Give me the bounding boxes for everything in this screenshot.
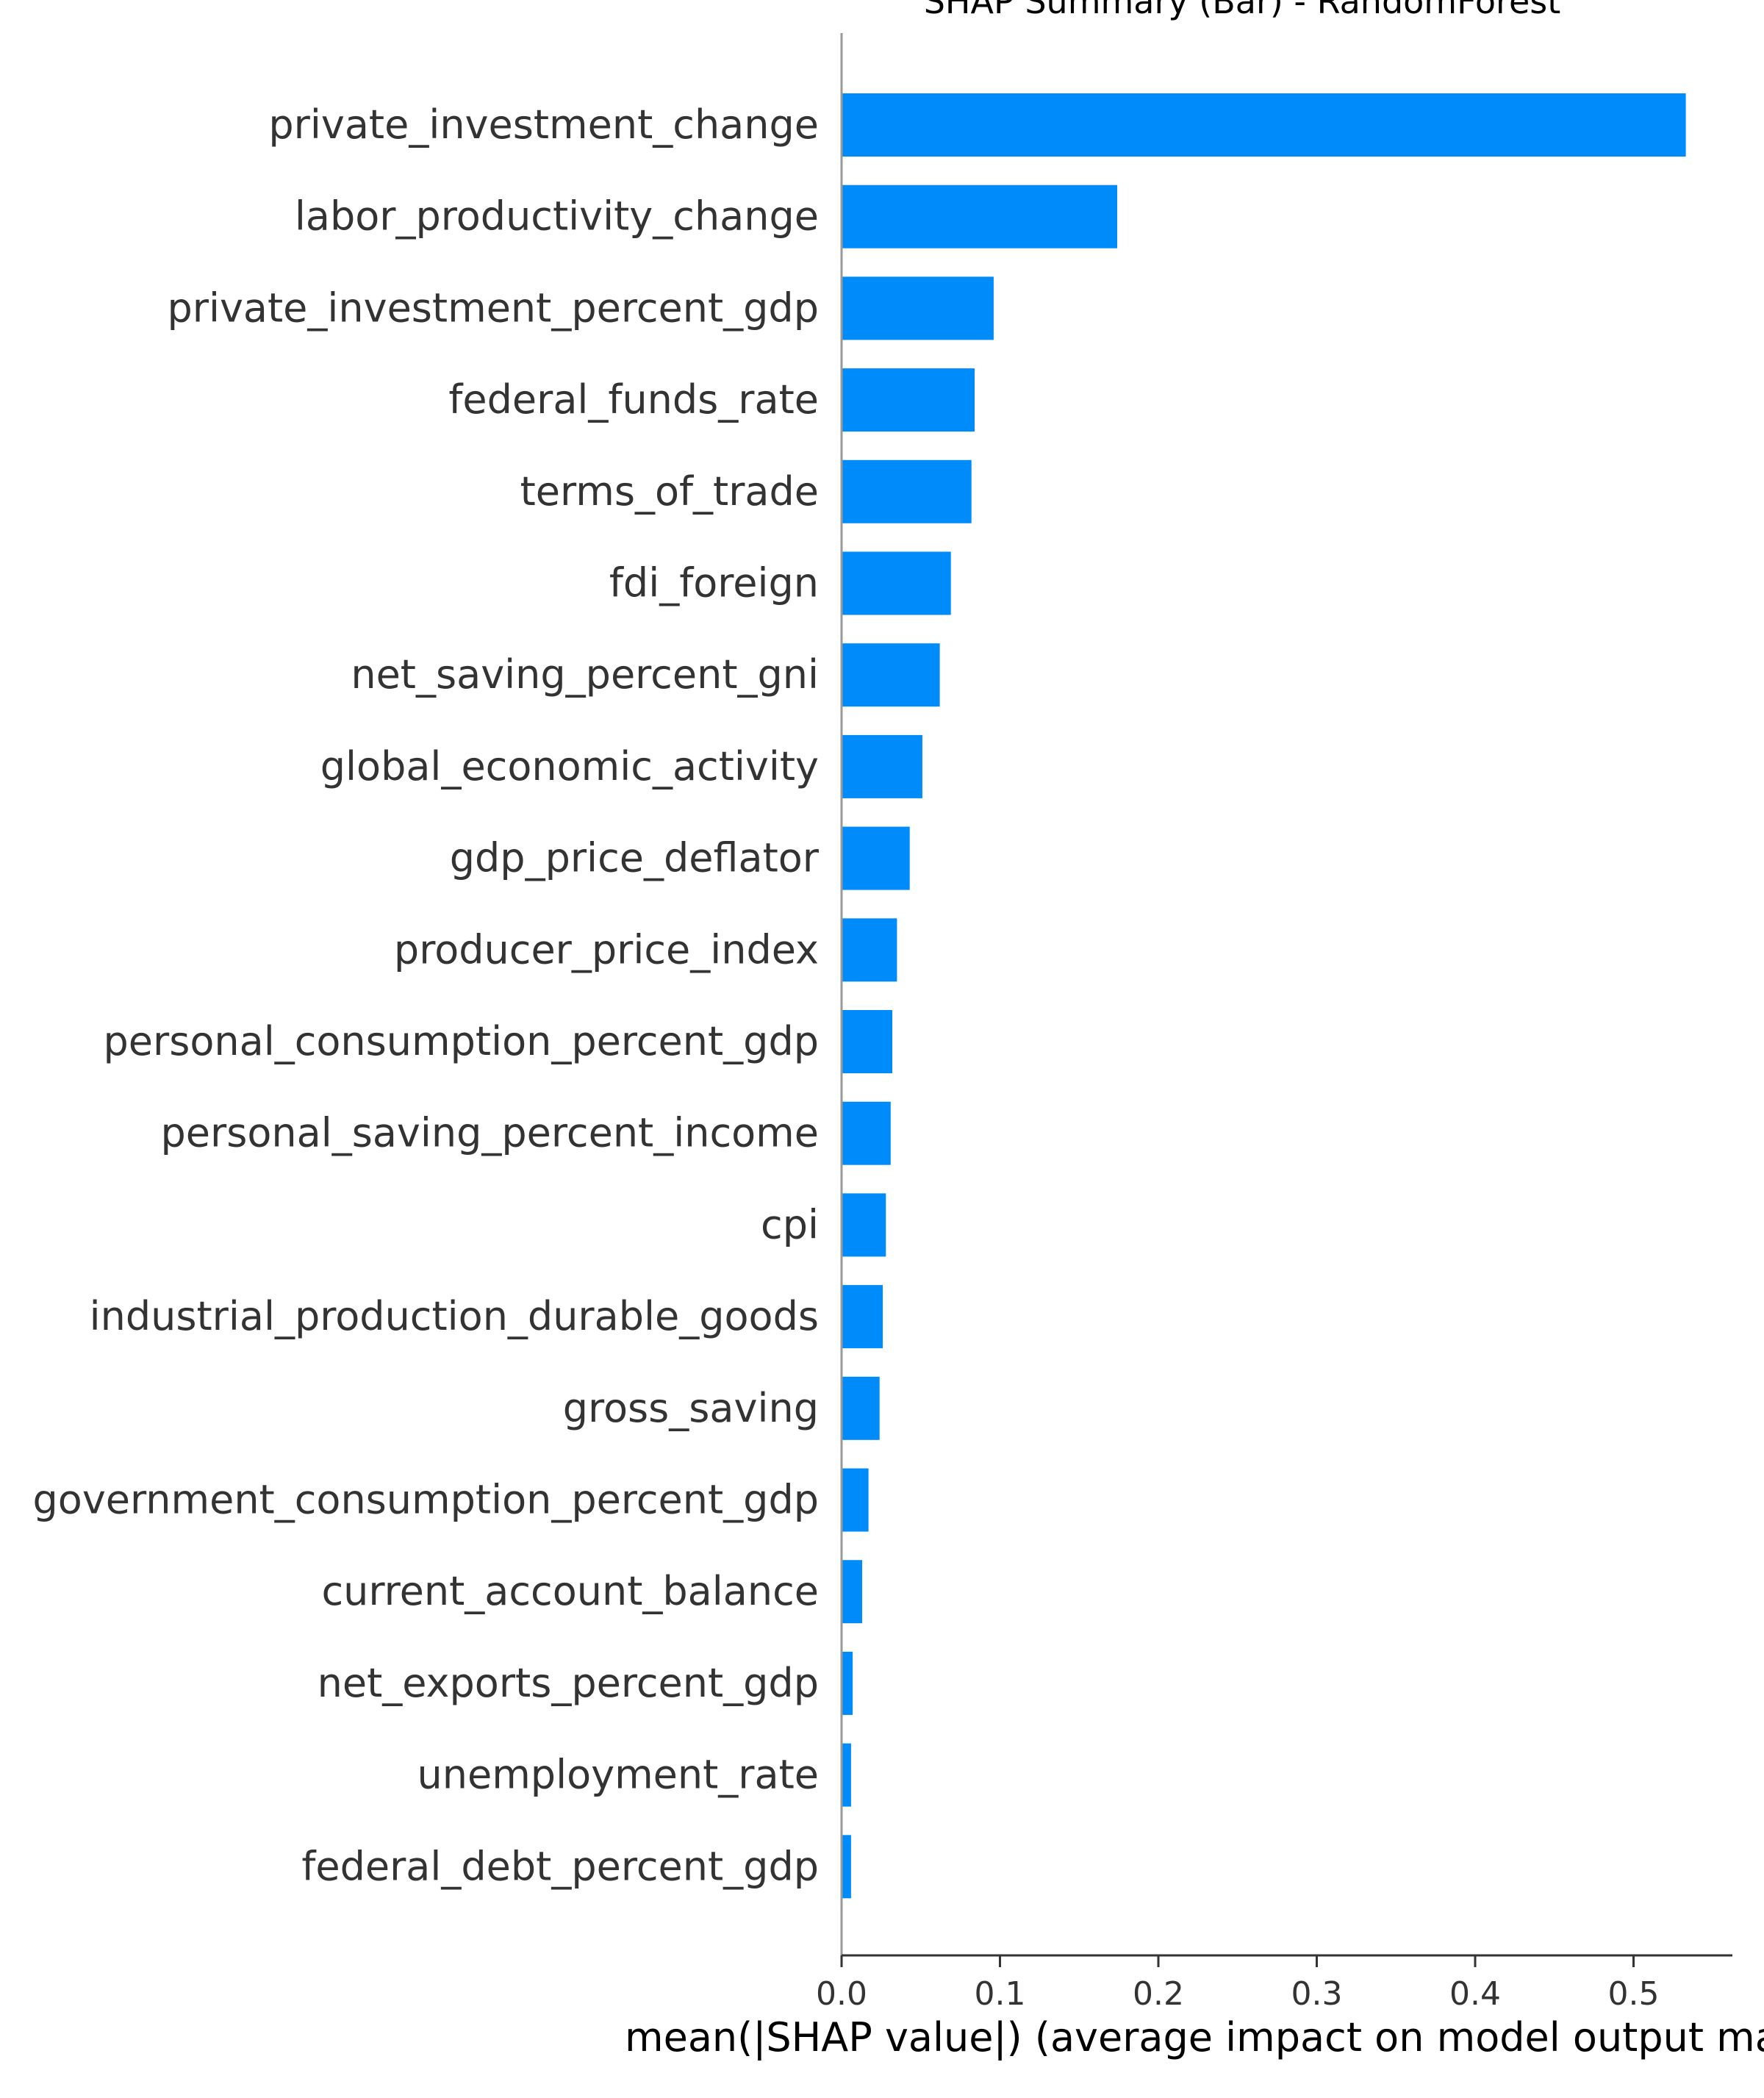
category-label: gross_saving — [563, 1385, 819, 1431]
x-tick-label: 0.3 — [1291, 1975, 1343, 2013]
bar-labor-productivity-change — [842, 185, 1117, 248]
bar-net-exports-percent-gdp — [842, 1651, 853, 1715]
category-labels-group: private_investment_change labor_productiv… — [33, 101, 820, 1889]
x-axis-label: mean(|SHAP value|) (average impact on mo… — [625, 2014, 1764, 2061]
x-tick-label: 0.5 — [1608, 1975, 1660, 2013]
category-label: federal_funds_rate — [448, 376, 819, 423]
bar-industrial-production-durable-goods — [842, 1285, 883, 1349]
bar-net-saving-percent-gni — [842, 643, 940, 707]
category-label: global_economic_activity — [320, 743, 819, 790]
category-label: private_investment_percent_gdp — [167, 284, 819, 331]
bar-federal-funds-rate — [842, 368, 975, 432]
category-label: current_account_balance — [321, 1568, 819, 1614]
category-label: private_investment_change — [268, 101, 819, 148]
bar-federal-debt-percent-gdp — [842, 1835, 851, 1899]
bar-private-investment-percent-gdp — [842, 276, 994, 340]
bar-gdp-price-deflator — [842, 826, 910, 890]
x-tick-label: 0.0 — [816, 1975, 867, 2013]
category-label: fdi_foreign — [609, 560, 819, 606]
category-label: terms_of_trade — [520, 468, 819, 515]
category-label: net_exports_percent_gdp — [318, 1660, 819, 1706]
bar-fdi-foreign — [842, 551, 951, 615]
x-tick-label: 0.4 — [1449, 1975, 1501, 2013]
bar-cpi — [842, 1193, 886, 1257]
category-label: personal_saving_percent_income — [161, 1110, 819, 1156]
bar-terms-of-trade — [842, 459, 972, 523]
category-label: producer_price_index — [394, 926, 819, 973]
bar-global-economic-activity — [842, 734, 922, 798]
category-label: labor_productivity_change — [295, 193, 819, 240]
category-label: government_consumption_percent_gdp — [33, 1477, 819, 1523]
bar-unemployment-rate — [842, 1743, 851, 1807]
chart-title: SHAP Summary (Bar) - RandomForest — [924, 0, 1561, 21]
category-label: federal_debt_percent_gdp — [301, 1843, 819, 1889]
x-tick-label: 0.1 — [975, 1975, 1026, 2013]
category-label: personal_consumption_percent_gdp — [104, 1018, 819, 1064]
bar-personal-consumption-percent-gdp — [842, 1010, 892, 1073]
bar-gross-saving — [842, 1376, 880, 1440]
category-label: cpi — [761, 1201, 819, 1247]
bar-producer-price-index — [842, 918, 897, 982]
category-label: unemployment_rate — [417, 1752, 819, 1798]
bar-government-consumption-percent-gdp — [842, 1468, 869, 1532]
x-ticks-group: 0.0 0.1 0.2 0.3 0.4 0.5 — [816, 1955, 1659, 2013]
bar-personal-saving-percent-income — [842, 1101, 891, 1165]
bar-private-investment-change — [842, 93, 1686, 157]
x-tick-label: 0.2 — [1133, 1975, 1184, 2013]
category-label: net_saving_percent_gni — [351, 651, 819, 698]
category-label: gdp_price_deflator — [450, 835, 820, 881]
bars-group — [842, 93, 1686, 1899]
bar-current-account-balance — [842, 1560, 862, 1624]
category-label: industrial_production_durable_goods — [90, 1293, 819, 1339]
